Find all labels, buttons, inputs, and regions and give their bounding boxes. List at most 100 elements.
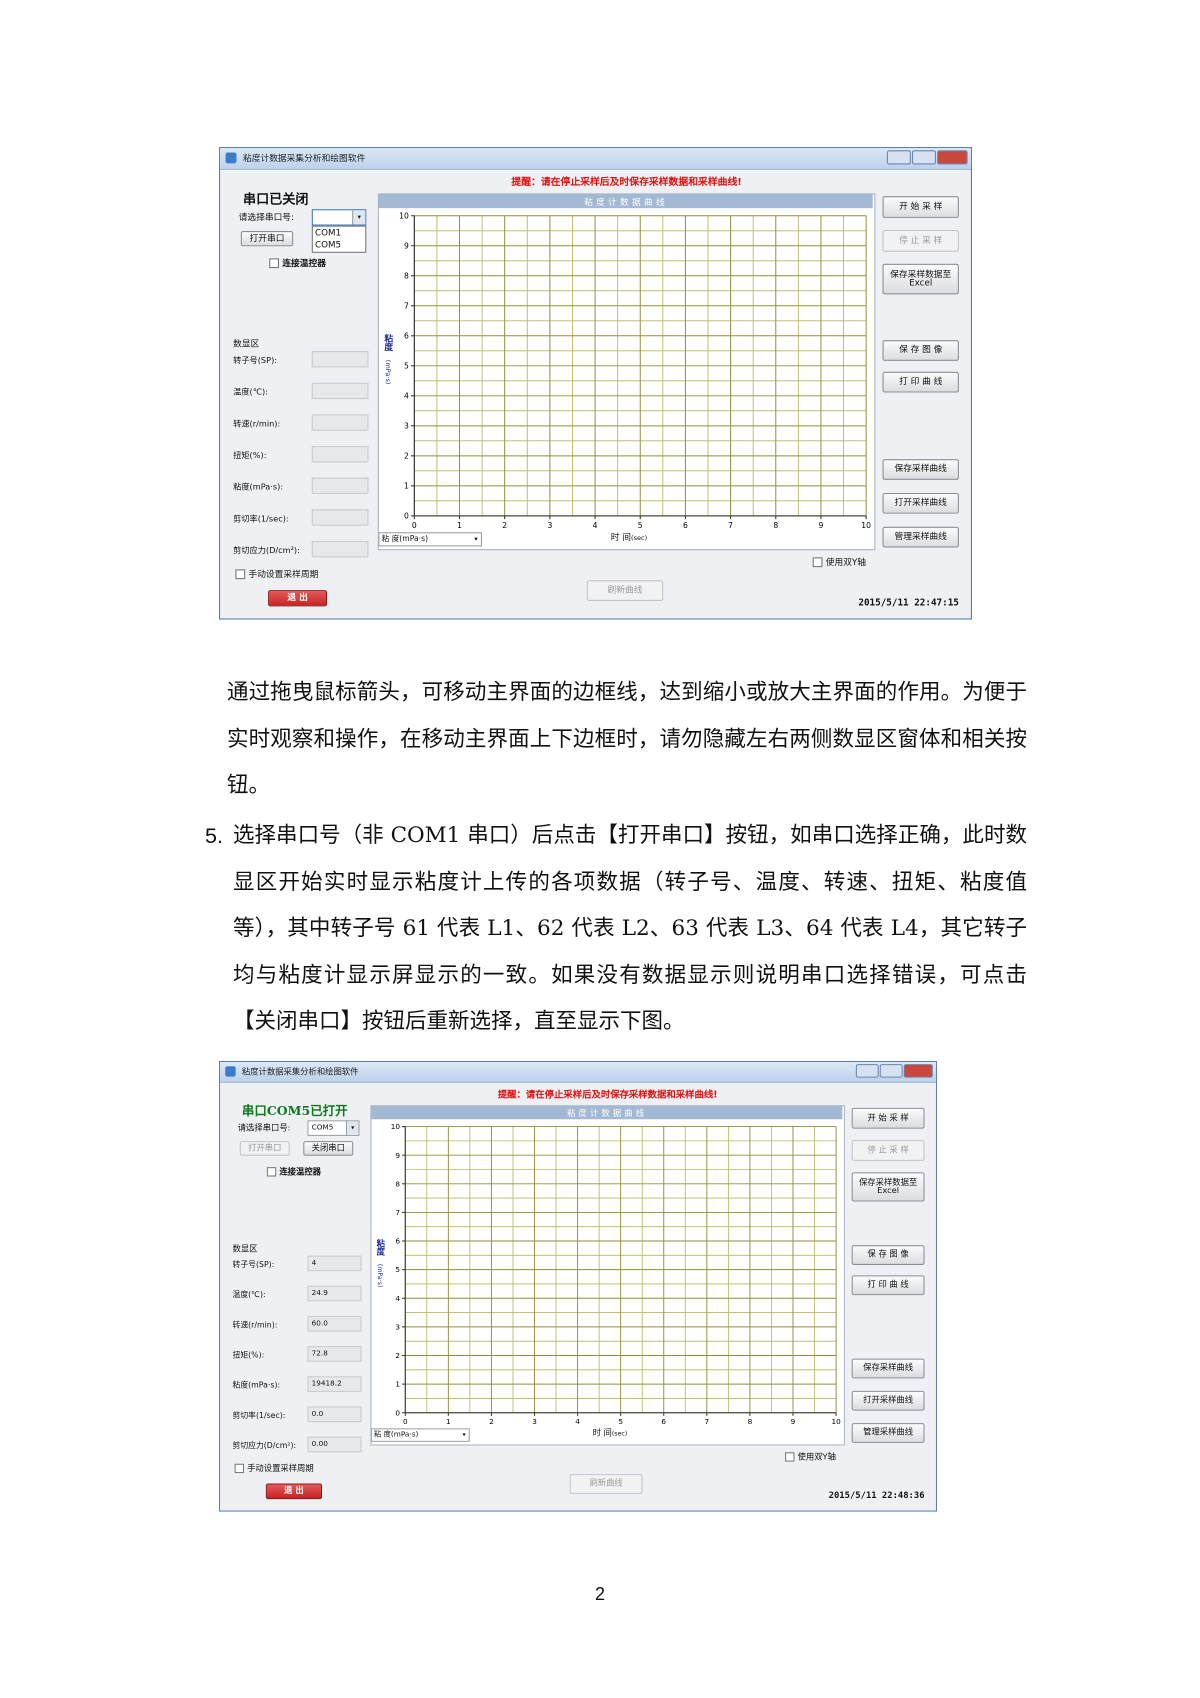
refresh-button[interactable]: 刷新曲线 <box>586 580 664 601</box>
y-tick-label: 3 <box>395 1322 400 1331</box>
close-button[interactable] <box>903 1064 933 1078</box>
plot: 粘度计数据曲线 0 1 2 3 4 5 6 7 8 9 10 0 1 2 3 4 5 6 7 8 9 10 <box>377 193 876 551</box>
port-dropdown: COM1 COM5 <box>311 225 367 253</box>
field-label: 扭矩(%): <box>233 450 267 461</box>
maximize-button[interactable] <box>879 1064 903 1078</box>
data-area-title: 数显区 <box>232 1244 258 1254</box>
x-tick-label: 1 <box>446 1417 451 1426</box>
minimize-button[interactable] <box>886 150 911 165</box>
field-box <box>311 382 369 400</box>
manual-period-checkbox[interactable]: 手动设置采样周期 <box>234 1463 314 1474</box>
action-button[interactable]: 管理采样曲线 <box>882 526 959 548</box>
action-button[interactable]: 打开采样曲线 <box>882 492 959 514</box>
action-button[interactable]: 保存采样曲线 <box>882 459 959 480</box>
x-tick-label: 9 <box>819 521 824 530</box>
y-series-text: 粘 度(mPa·s) <box>374 1430 419 1439</box>
action-button[interactable]: 打开采样曲线 <box>851 1390 925 1411</box>
y-tick-label: 3 <box>404 422 409 431</box>
controller-checkbox[interactable]: 连接温控器 <box>266 1166 321 1177</box>
action-button[interactable]: 停 止 采 样 <box>851 1140 925 1161</box>
exit-button[interactable]: 退 出 <box>265 1483 323 1500</box>
port-option[interactable]: COM5 <box>315 239 342 250</box>
plot-title-bar <box>378 193 873 209</box>
y-tick-label: 0 <box>404 512 409 521</box>
field-box <box>311 446 369 463</box>
field-label: 剪切应力(D/cm²): <box>233 545 300 556</box>
app-window: 粘度计数据采集分析和绘图软件 提醒：请在停止采样后及时保存采样数据和采样曲线! 串口… <box>219 1061 938 1512</box>
minimize-button[interactable] <box>855 1064 879 1078</box>
combo-arrow[interactable]: ▾ <box>345 1121 359 1135</box>
y-tick-label: 6 <box>395 1237 400 1246</box>
action-button[interactable]: 打 印 曲 线 <box>882 371 959 393</box>
x-tick-label: 6 <box>683 521 688 530</box>
dual-axis-checkbox[interactable]: 使用双Y轴 <box>812 556 866 568</box>
x-tick-label: 5 <box>618 1417 623 1426</box>
action-button[interactable]: 停 止 采 样 <box>882 229 959 252</box>
port-label: 请选择串口号: <box>237 1123 291 1133</box>
list-number: 5. <box>205 824 223 848</box>
checkbox-label: 连接温控器 <box>279 1167 321 1177</box>
dual-axis-checkbox[interactable]: 使用双Y轴 <box>785 1451 836 1462</box>
app-icon <box>225 152 237 164</box>
action-button[interactable]: 保存采样数据至Excel <box>882 263 959 295</box>
controller-checkbox[interactable]: 连接温控器 <box>269 257 326 269</box>
exit-button[interactable]: 退 出 <box>268 590 328 607</box>
refresh-button[interactable]: 刷新曲线 <box>569 1474 643 1494</box>
x-axis-title: 时 间 <box>610 532 632 543</box>
action-button[interactable]: 开 始 采 样 <box>851 1107 925 1129</box>
x-tick-label: 2 <box>489 1417 494 1426</box>
field-label: 温度(℃): <box>232 1289 266 1300</box>
x-tick-label: 6 <box>661 1417 666 1426</box>
y-tick-label: 9 <box>404 241 409 250</box>
y-axis-label: 粘度 <box>383 333 394 352</box>
field-label: 转速(r/min): <box>233 418 281 429</box>
x-axis-unit: (sec) <box>631 534 648 543</box>
x-tick-label: 9 <box>791 1417 796 1426</box>
action-button[interactable]: 保存采样曲线 <box>851 1358 925 1379</box>
data-area-title: 数显区 <box>233 339 260 349</box>
warning: 提醒：请在停止采样后及时保存采样数据和采样曲线! <box>511 177 742 189</box>
y-tick-label: 4 <box>395 1294 400 1303</box>
manual-period-checkbox[interactable]: 手动设置采样周期 <box>235 568 318 580</box>
port-combo[interactable]: ▾ <box>311 209 367 226</box>
close-port-button[interactable]: 关闭串口 <box>303 1141 354 1156</box>
y-series-text: 粘 度(mPa·s) <box>381 534 429 544</box>
warning: 提醒：请在停止采样后及时保存采样数据和采样曲线! <box>497 1090 718 1101</box>
y-series-select[interactable]: 粘 度(mPa·s) ▾ <box>370 1428 470 1442</box>
action-button[interactable]: 打 印 曲 线 <box>851 1275 925 1296</box>
field-box <box>311 509 369 526</box>
x-tick-label: 3 <box>532 1417 537 1426</box>
port-option[interactable]: COM1 <box>315 227 342 238</box>
action-button[interactable]: 开 始 采 样 <box>882 196 959 218</box>
field-box: 24.9 <box>307 1285 362 1302</box>
y-series-select[interactable]: 粘 度(mPa·s) ▾ <box>378 532 483 547</box>
close-button[interactable] <box>937 150 968 165</box>
action-button[interactable]: 保 存 图 像 <box>851 1245 925 1265</box>
screenshot: 粘度计数据采集分析和绘图软件 提醒：请在停止采样后及时保存采样数据和采样曲线! 串口… <box>219 1061 938 1512</box>
x-axis-label: 时 间(sec) <box>593 1427 628 1438</box>
x-axis-label: 时 间(sec) <box>611 531 647 543</box>
field-box <box>311 477 369 495</box>
x-tick-label: 0 <box>403 1417 408 1426</box>
plot: 粘度计数据曲线 0 1 2 3 4 5 6 7 8 9 10 0 1 2 3 4 5 6 7 8 9 10 <box>370 1105 845 1446</box>
x-tick-label: 7 <box>705 1417 710 1426</box>
port-combo[interactable]: ▾ COM5 <box>307 1120 360 1136</box>
open-port-button[interactable]: 打开串口 <box>240 231 294 247</box>
field-label: 转子号(SP): <box>232 1259 275 1270</box>
maximize-button[interactable] <box>911 150 936 165</box>
y-axis-unit: (mPa·s) <box>376 1263 384 1288</box>
action-button[interactable]: 管理采样曲线 <box>851 1423 925 1443</box>
y-tick-label: 2 <box>404 452 409 461</box>
open-port-button[interactable]: 打开串口 <box>239 1141 290 1156</box>
field-box <box>311 540 369 558</box>
combo-arrow[interactable]: ▾ <box>352 210 366 225</box>
x-tick-label: 1 <box>457 521 462 530</box>
action-button[interactable]: 保 存 图 像 <box>882 340 959 361</box>
checkbox-label: 连接温控器 <box>282 258 326 269</box>
y-tick-label: 9 <box>395 1151 400 1160</box>
window-title: 粘度计数据采集分析和绘图软件 <box>241 1067 359 1077</box>
y-tick-label: 6 <box>404 332 409 341</box>
action-button[interactable]: 保存采样数据至Excel <box>851 1172 925 1202</box>
field-value: 24.9 <box>311 1288 328 1298</box>
